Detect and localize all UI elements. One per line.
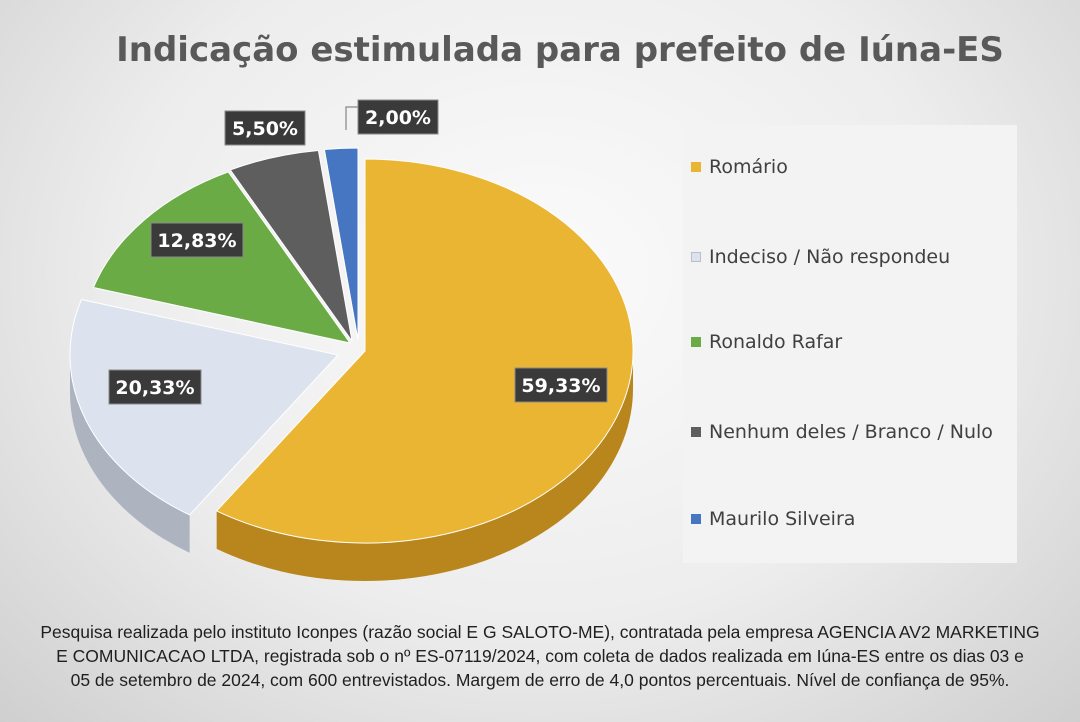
footnote-line-1: Pesquisa realizada pelo instituto Iconpe… xyxy=(40,622,1040,642)
legend-swatch-indeciso xyxy=(691,252,701,262)
legend-item-indeciso[interactable]: Indeciso / Não respondeu xyxy=(691,245,950,269)
data-label-box-romario xyxy=(514,367,608,403)
data-label-ronaldo-rafar: 12,83% xyxy=(157,230,236,252)
legend-swatch-romario xyxy=(691,162,701,172)
legend-item-romario[interactable]: Romário xyxy=(691,155,788,179)
pie-slice-maurilo-silveira[interactable] xyxy=(323,147,359,341)
data-label-box-nenhum-deles-branco-nulo xyxy=(224,110,306,146)
pie-slice-indeciso-nao-respondeu[interactable] xyxy=(69,298,339,516)
footnote-line-3: 05 de setembro de 2024, com 600 entrevis… xyxy=(70,670,1010,690)
legend-swatch-ronaldo xyxy=(691,337,701,347)
pie-slice-romario[interactable] xyxy=(215,158,634,544)
legend-item-nenhum[interactable]: Nenhum deles / Branco / Nulo xyxy=(691,420,993,444)
data-label-romario: 59,33% xyxy=(521,375,600,397)
data-label-indeciso-nao-respondeu: 20,33% xyxy=(115,377,194,399)
source-footnote: Pesquisa realizada pelo instituto Iconpe… xyxy=(20,620,1060,692)
legend-swatch-maurilo xyxy=(691,514,701,524)
pie-side-indeciso-nao-respondeu xyxy=(69,355,190,553)
pie-slice-nenhum-deles-branco-nulo[interactable] xyxy=(229,149,353,342)
pie-side-romario xyxy=(216,351,633,581)
pie-tops xyxy=(69,147,634,544)
legend-label-ronaldo: Ronaldo Rafar xyxy=(709,331,843,353)
chart-title: Indicação estimulada para prefeito de Iú… xyxy=(116,30,1004,70)
data-label-maurilo-silveira: 2,00% xyxy=(365,107,431,129)
legend-item-ronaldo[interactable]: Ronaldo Rafar xyxy=(691,330,842,354)
pie-sides xyxy=(69,351,633,581)
data-label-box-ronaldo-rafar xyxy=(150,222,244,258)
legend-label-nenhum: Nenhum deles / Branco / Nulo xyxy=(709,421,993,443)
data-label-box-indeciso-nao-respondeu xyxy=(108,369,202,405)
legend-item-maurilo[interactable]: Maurilo Silveira xyxy=(691,507,855,531)
pie-chart: 59,33% 20,33% 12,83% 5,50% 2,00% xyxy=(69,99,634,581)
legend-swatch-nenhum xyxy=(691,427,701,437)
legend: Romário Indeciso / Não respondeu Ronaldo… xyxy=(683,125,1017,563)
legend-label-maurilo: Maurilo Silveira xyxy=(709,508,856,530)
data-label-nenhum-deles-branco-nulo: 5,50% xyxy=(232,118,298,140)
data-label-box-maurilo-silveira xyxy=(357,99,439,135)
pie-labels: 59,33% 20,33% 12,83% 5,50% 2,00% xyxy=(108,99,608,405)
legend-label-indeciso: Indeciso / Não respondeu xyxy=(709,246,951,268)
footnote-line-2: E COMUNICACAO LTDA, registrada sob o nº … xyxy=(56,646,1024,666)
legend-label-romario: Romário xyxy=(709,156,788,178)
pie-leader-line-maurilo-silveira xyxy=(345,106,358,130)
